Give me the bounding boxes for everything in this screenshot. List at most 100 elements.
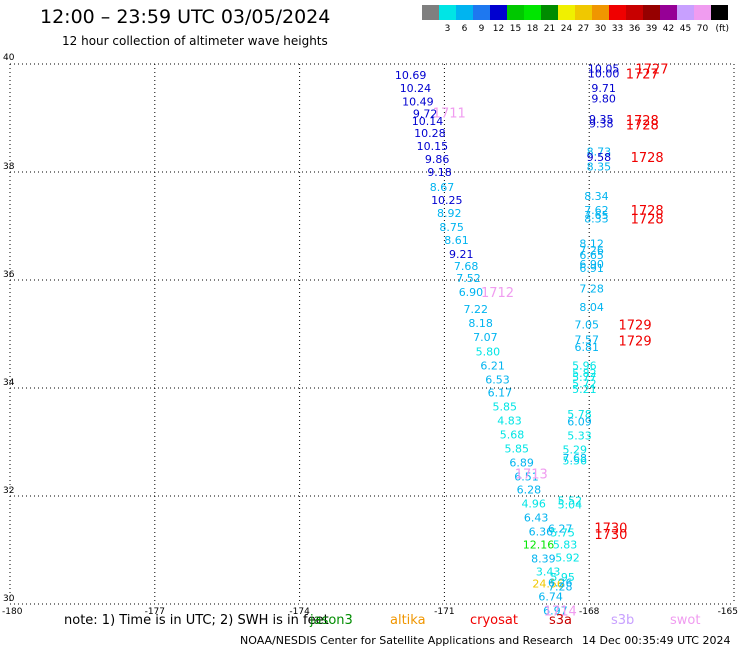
color-swatch-label: 12 (493, 24, 504, 34)
mission-swot-label: swot (670, 613, 701, 628)
wave-height-label: 6.91 (579, 262, 604, 275)
wave-height-label: 8.12 (579, 237, 604, 250)
x-tick-label: -174 (289, 607, 310, 617)
color-swatch (677, 5, 694, 20)
wave-height-label: 7.68 (562, 452, 587, 465)
wave-height-label: 6.09 (567, 415, 592, 428)
y-tick-label: 40 (3, 53, 15, 63)
wave-height-label: 5.21 (572, 383, 597, 396)
wave-height-label: 7.26 (579, 244, 604, 257)
wave-height-label: 5.29 (562, 444, 587, 457)
wave-height-label: 8.67 (430, 181, 455, 194)
wave-height-label: 24.56 (532, 577, 564, 590)
color-scale-unit: (ft) (715, 24, 729, 34)
mission-jason3-label: jason3 (310, 613, 353, 628)
color-swatch-label: 39 (646, 24, 658, 34)
color-swatch-label: 70 (697, 24, 709, 34)
x-tick-label: -168 (579, 607, 600, 617)
wave-height-label: 7.22 (464, 303, 489, 316)
wave-height-label: 5.72 (572, 378, 597, 391)
color-swatch (694, 5, 711, 20)
color-swatch (711, 5, 728, 20)
wave-height-label: 7.68 (454, 260, 479, 273)
track-id-label: 1730 (594, 528, 627, 543)
wave-height-label: 6.81 (575, 341, 600, 354)
wave-height-label: 5.75 (550, 527, 575, 540)
axis-ticks: -180 -177 -174 -171 -168 -165 30 32 34 36 38 40 (2, 53, 738, 617)
wave-height-label: 10.24 (400, 82, 432, 95)
color-swatch-label: 36 (629, 24, 641, 34)
wave-height-label: 4.83 (497, 414, 522, 427)
wave-height-label: 5.85 (505, 442, 530, 455)
wave-height-label: 9.38 (589, 117, 614, 130)
wave-height-label: 6.74 (538, 590, 563, 603)
y-tick-label: 32 (3, 486, 14, 496)
chart-title: 12:00 – 23:59 UTC 03/05/2024 (40, 6, 331, 28)
wave-height-label: 9.21 (449, 248, 474, 261)
wave-height-label: 7.28 (579, 283, 604, 296)
footer-timestamp: 14 Dec 00:35:49 UTC 2024 (582, 634, 731, 647)
wave-height-label: 7.62 (584, 204, 609, 217)
wave-height-label: 7.05 (575, 318, 600, 331)
wave-height-label: 5.85 (492, 400, 517, 413)
color-swatch (626, 5, 643, 20)
wave-height-label: 9.86 (425, 153, 450, 166)
wave-height-label: 8.34 (584, 190, 609, 203)
wave-height-label: 8.39 (531, 553, 556, 566)
wave-height-points: 10.6910.2410.499.7210.1410.2810.159.869.… (395, 62, 620, 617)
track-id-label: 1713 (515, 467, 548, 482)
wave-height-label: 9.80 (591, 93, 616, 106)
color-swatch (541, 5, 558, 20)
wave-height-label: 5.80 (476, 345, 501, 358)
wave-height-label: 6.89 (509, 457, 534, 470)
wave-height-label: 8.61 (444, 234, 469, 247)
track-id-label: 1730 (594, 521, 627, 536)
wave-height-label: 4.96 (521, 498, 546, 511)
wave-height-label: 6.26 (548, 576, 573, 589)
x-tick-label: -180 (2, 607, 23, 617)
track-id-label: 1728 (626, 114, 659, 129)
color-swatch-label: 15 (510, 24, 521, 34)
chart-subtitle: 12 hour collection of altimeter wave hei… (62, 34, 328, 48)
wave-height-label: 6.28 (517, 484, 542, 497)
wave-height-label: 3.43 (536, 566, 561, 579)
wave-height-label: 10.49 (402, 95, 434, 108)
wave-height-label: 5.68 (500, 428, 525, 441)
track-id-label: 1714 (544, 604, 577, 619)
y-tick-label: 30 (3, 594, 15, 604)
color-swatch-label: 9 (479, 24, 485, 34)
color-swatch (422, 5, 439, 20)
color-swatch-label: 3 (445, 24, 451, 34)
track-id-label: 1727 (635, 62, 668, 77)
wave-height-label: 7.28 (548, 581, 573, 594)
color-swatch (592, 5, 609, 20)
wave-height-label: 5.33 (567, 430, 592, 443)
color-swatch-label: 27 (578, 24, 589, 34)
track-id-label: 1728 (631, 204, 664, 219)
wave-height-label: 6.97 (543, 604, 568, 617)
wave-height-label: 7.65 (584, 209, 609, 222)
color-swatch-label: 42 (663, 24, 674, 34)
track-id-label: 1727 (626, 68, 659, 83)
wave-height-label: 8.35 (587, 161, 612, 174)
x-tick-label: -171 (434, 607, 454, 617)
color-swatch (490, 5, 507, 20)
color-swatch-label: 18 (527, 24, 539, 34)
mission-cryosat-label: cryosat (470, 613, 518, 628)
color-swatch (507, 5, 524, 20)
track-id-label: 1728 (631, 151, 664, 166)
wave-height-label: 8.75 (439, 221, 464, 234)
wave-height-label: 8.04 (579, 301, 604, 314)
wave-height-label: 8.18 (468, 317, 493, 330)
footer-note: note: 1) Time is in UTC; 2) SWH is in fe… (64, 613, 329, 628)
x-tick-label: -177 (145, 607, 165, 617)
wave-height-label: 5.82 (572, 367, 597, 380)
track-id-label: 1728 (631, 212, 664, 227)
wave-height-label: 5.96 (572, 359, 597, 372)
wave-height-label: 6.65 (579, 249, 604, 262)
wave-height-label: 6.53 (485, 373, 510, 386)
wave-height-label: 10.69 (395, 69, 427, 82)
color-swatch (609, 5, 626, 20)
track-id-label: 1729 (619, 334, 652, 349)
